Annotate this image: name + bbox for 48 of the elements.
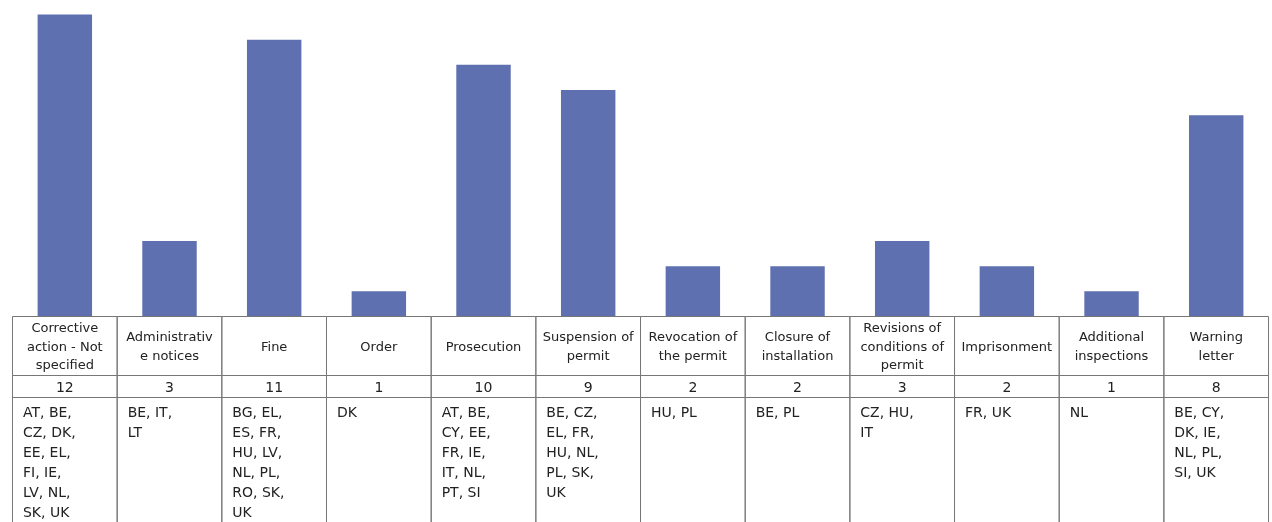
bar <box>560 90 616 317</box>
x-tick-label: Prosecution <box>445 338 522 354</box>
x-tick-label: Revisions of conditions of permit <box>860 319 945 373</box>
x-tick-label: Order <box>360 338 398 354</box>
bar <box>1188 115 1244 317</box>
data-label: 3 <box>897 378 907 395</box>
bar <box>351 291 407 317</box>
text: BE, PL <box>755 403 800 420</box>
text: FR, UK <box>965 403 1012 420</box>
bar <box>665 266 721 317</box>
x-tick-label: Warning letter <box>1189 329 1243 363</box>
text: BE, CY, DK, IE, NL, PL, SI, UK <box>1174 403 1225 480</box>
bar <box>37 14 93 317</box>
x-tick-label: Closure of installation <box>761 329 834 363</box>
x-tick-label: Suspension of permit <box>542 329 635 363</box>
data-label: 10 <box>474 378 493 395</box>
text: BE, CZ, EL, FR, HU, NL, PL, SK, UK <box>546 403 599 500</box>
x-tick-label: Revocation of the permit <box>648 329 738 363</box>
data-label: 9 <box>583 378 593 395</box>
x-tick-label: Fine <box>260 338 288 354</box>
bar <box>874 241 930 317</box>
x-tick-label: Administrative notices <box>126 329 214 363</box>
data-label: 8 <box>1211 378 1221 395</box>
data-label: 3 <box>165 378 174 395</box>
text: DK <box>336 403 358 420</box>
data-label: 1 <box>374 378 384 395</box>
text: BG, EL, ES, FR, HU, LV, NL, PL, RO, SK, UK <box>232 403 285 520</box>
data-label: 11 <box>265 378 284 395</box>
data-label: 12 <box>55 378 74 395</box>
text: AT, BE, CZ, DK, EE, EL, FI, IE, LV, NL, SK, UK <box>22 403 76 520</box>
data-label: 2 <box>1002 378 1012 395</box>
data-label: 2 <box>688 378 698 395</box>
bar <box>246 39 302 317</box>
text: AT, BE, CY, EE, FR, IE, IT, NL, PT, SI <box>441 403 491 500</box>
bar <box>770 266 825 317</box>
bar <box>1084 291 1139 317</box>
x-tick-label: Additional inspections <box>1074 329 1149 363</box>
x-tick-label: Corrective action - Not specified <box>26 319 103 373</box>
text: CZ, HU, IT <box>860 403 914 440</box>
bar <box>979 266 1035 317</box>
x-tick-label: Imprisonment <box>961 338 1053 354</box>
text: BE, IT, LT <box>127 403 173 440</box>
bar <box>142 241 197 317</box>
data-label: 2 <box>793 378 802 395</box>
data-label: 1 <box>1107 378 1116 395</box>
bar <box>456 64 511 317</box>
text: NL <box>1069 403 1089 420</box>
text: HU, PL <box>650 403 698 420</box>
